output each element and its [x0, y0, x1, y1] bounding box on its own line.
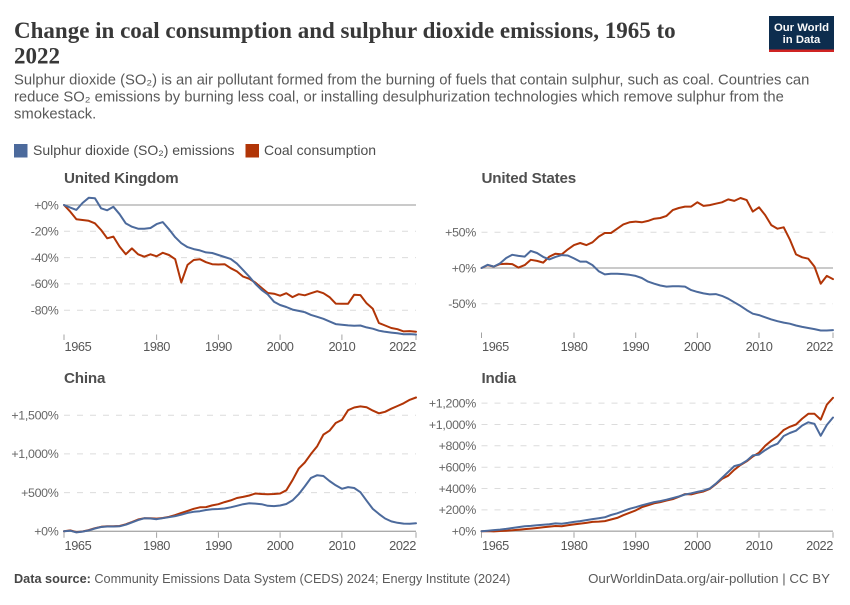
- svg-text:+0%: +0%: [452, 261, 477, 275]
- svg-text:2022: 2022: [389, 339, 416, 354]
- svg-text:OurWorldinData.org/air-polluti: OurWorldinData.org/air-pollution | CC BY: [588, 571, 830, 586]
- svg-text:China: China: [64, 370, 106, 387]
- svg-text:1965: 1965: [65, 538, 92, 553]
- svg-text:1990: 1990: [622, 339, 649, 354]
- svg-text:+1,000%: +1,000%: [429, 418, 476, 432]
- svg-text:2000: 2000: [267, 339, 294, 354]
- svg-text:-50%: -50%: [448, 297, 476, 311]
- svg-text:2022: 2022: [14, 44, 60, 69]
- svg-text:+1,500%: +1,500%: [11, 409, 58, 423]
- svg-text:+500%: +500%: [21, 486, 59, 500]
- svg-text:+400%: +400%: [439, 482, 477, 496]
- svg-text:India: India: [482, 370, 517, 387]
- svg-text:-60%: -60%: [31, 277, 59, 291]
- svg-text:-20%: -20%: [31, 225, 59, 239]
- svg-text:2000: 2000: [267, 538, 294, 553]
- svg-text:-40%: -40%: [31, 251, 59, 265]
- svg-text:reduce SO₂ emissions by burnin: reduce SO₂ emissions by burning less coa…: [14, 90, 784, 106]
- svg-text:+0%: +0%: [34, 198, 59, 212]
- svg-text:1990: 1990: [205, 538, 232, 553]
- svg-text:+50%: +50%: [445, 226, 476, 240]
- svg-text:+800%: +800%: [439, 439, 477, 453]
- svg-text:2022: 2022: [806, 538, 833, 553]
- svg-text:United Kingdom: United Kingdom: [64, 170, 178, 187]
- svg-text:+0%: +0%: [34, 525, 59, 539]
- svg-text:smokestack.: smokestack.: [14, 107, 96, 123]
- svg-text:United States: United States: [482, 170, 576, 187]
- svg-text:+600%: +600%: [439, 461, 477, 475]
- svg-text:2010: 2010: [328, 339, 355, 354]
- svg-text:Our World: Our World: [774, 22, 829, 34]
- svg-text:Sulphur dioxide (SO₂) emission: Sulphur dioxide (SO₂) emissions: [33, 142, 235, 158]
- svg-text:in Data: in Data: [783, 34, 821, 46]
- svg-text:+1,000%: +1,000%: [11, 447, 58, 461]
- svg-text:1965: 1965: [482, 339, 509, 354]
- svg-text:Coal consumption: Coal consumption: [264, 142, 376, 158]
- svg-text:2000: 2000: [684, 538, 711, 553]
- svg-text:Change in coal consumption and: Change in coal consumption and sulphur d…: [14, 18, 676, 43]
- svg-text:1980: 1980: [561, 538, 588, 553]
- svg-text:1965: 1965: [482, 538, 509, 553]
- svg-text:-80%: -80%: [31, 304, 59, 318]
- svg-text:1990: 1990: [205, 339, 232, 354]
- svg-text:Data source: Community Emissio: Data source: Community Emissions Data Sy…: [14, 572, 510, 586]
- svg-text:+200%: +200%: [439, 503, 477, 517]
- svg-text:1965: 1965: [65, 339, 92, 354]
- svg-text:2010: 2010: [746, 538, 773, 553]
- svg-text:1980: 1980: [143, 538, 170, 553]
- svg-text:+1,200%: +1,200%: [429, 396, 476, 410]
- svg-text:Sulphur dioxide (SO₂) is an ai: Sulphur dioxide (SO₂) is an air pollutan…: [14, 73, 809, 89]
- svg-text:1990: 1990: [622, 538, 649, 553]
- svg-text:1980: 1980: [143, 339, 170, 354]
- svg-text:2010: 2010: [328, 538, 355, 553]
- svg-text:1980: 1980: [561, 339, 588, 354]
- svg-text:2022: 2022: [806, 339, 833, 354]
- svg-text:2000: 2000: [684, 339, 711, 354]
- svg-text:2010: 2010: [746, 339, 773, 354]
- svg-text:+0%: +0%: [452, 525, 477, 539]
- svg-text:2022: 2022: [389, 538, 416, 553]
